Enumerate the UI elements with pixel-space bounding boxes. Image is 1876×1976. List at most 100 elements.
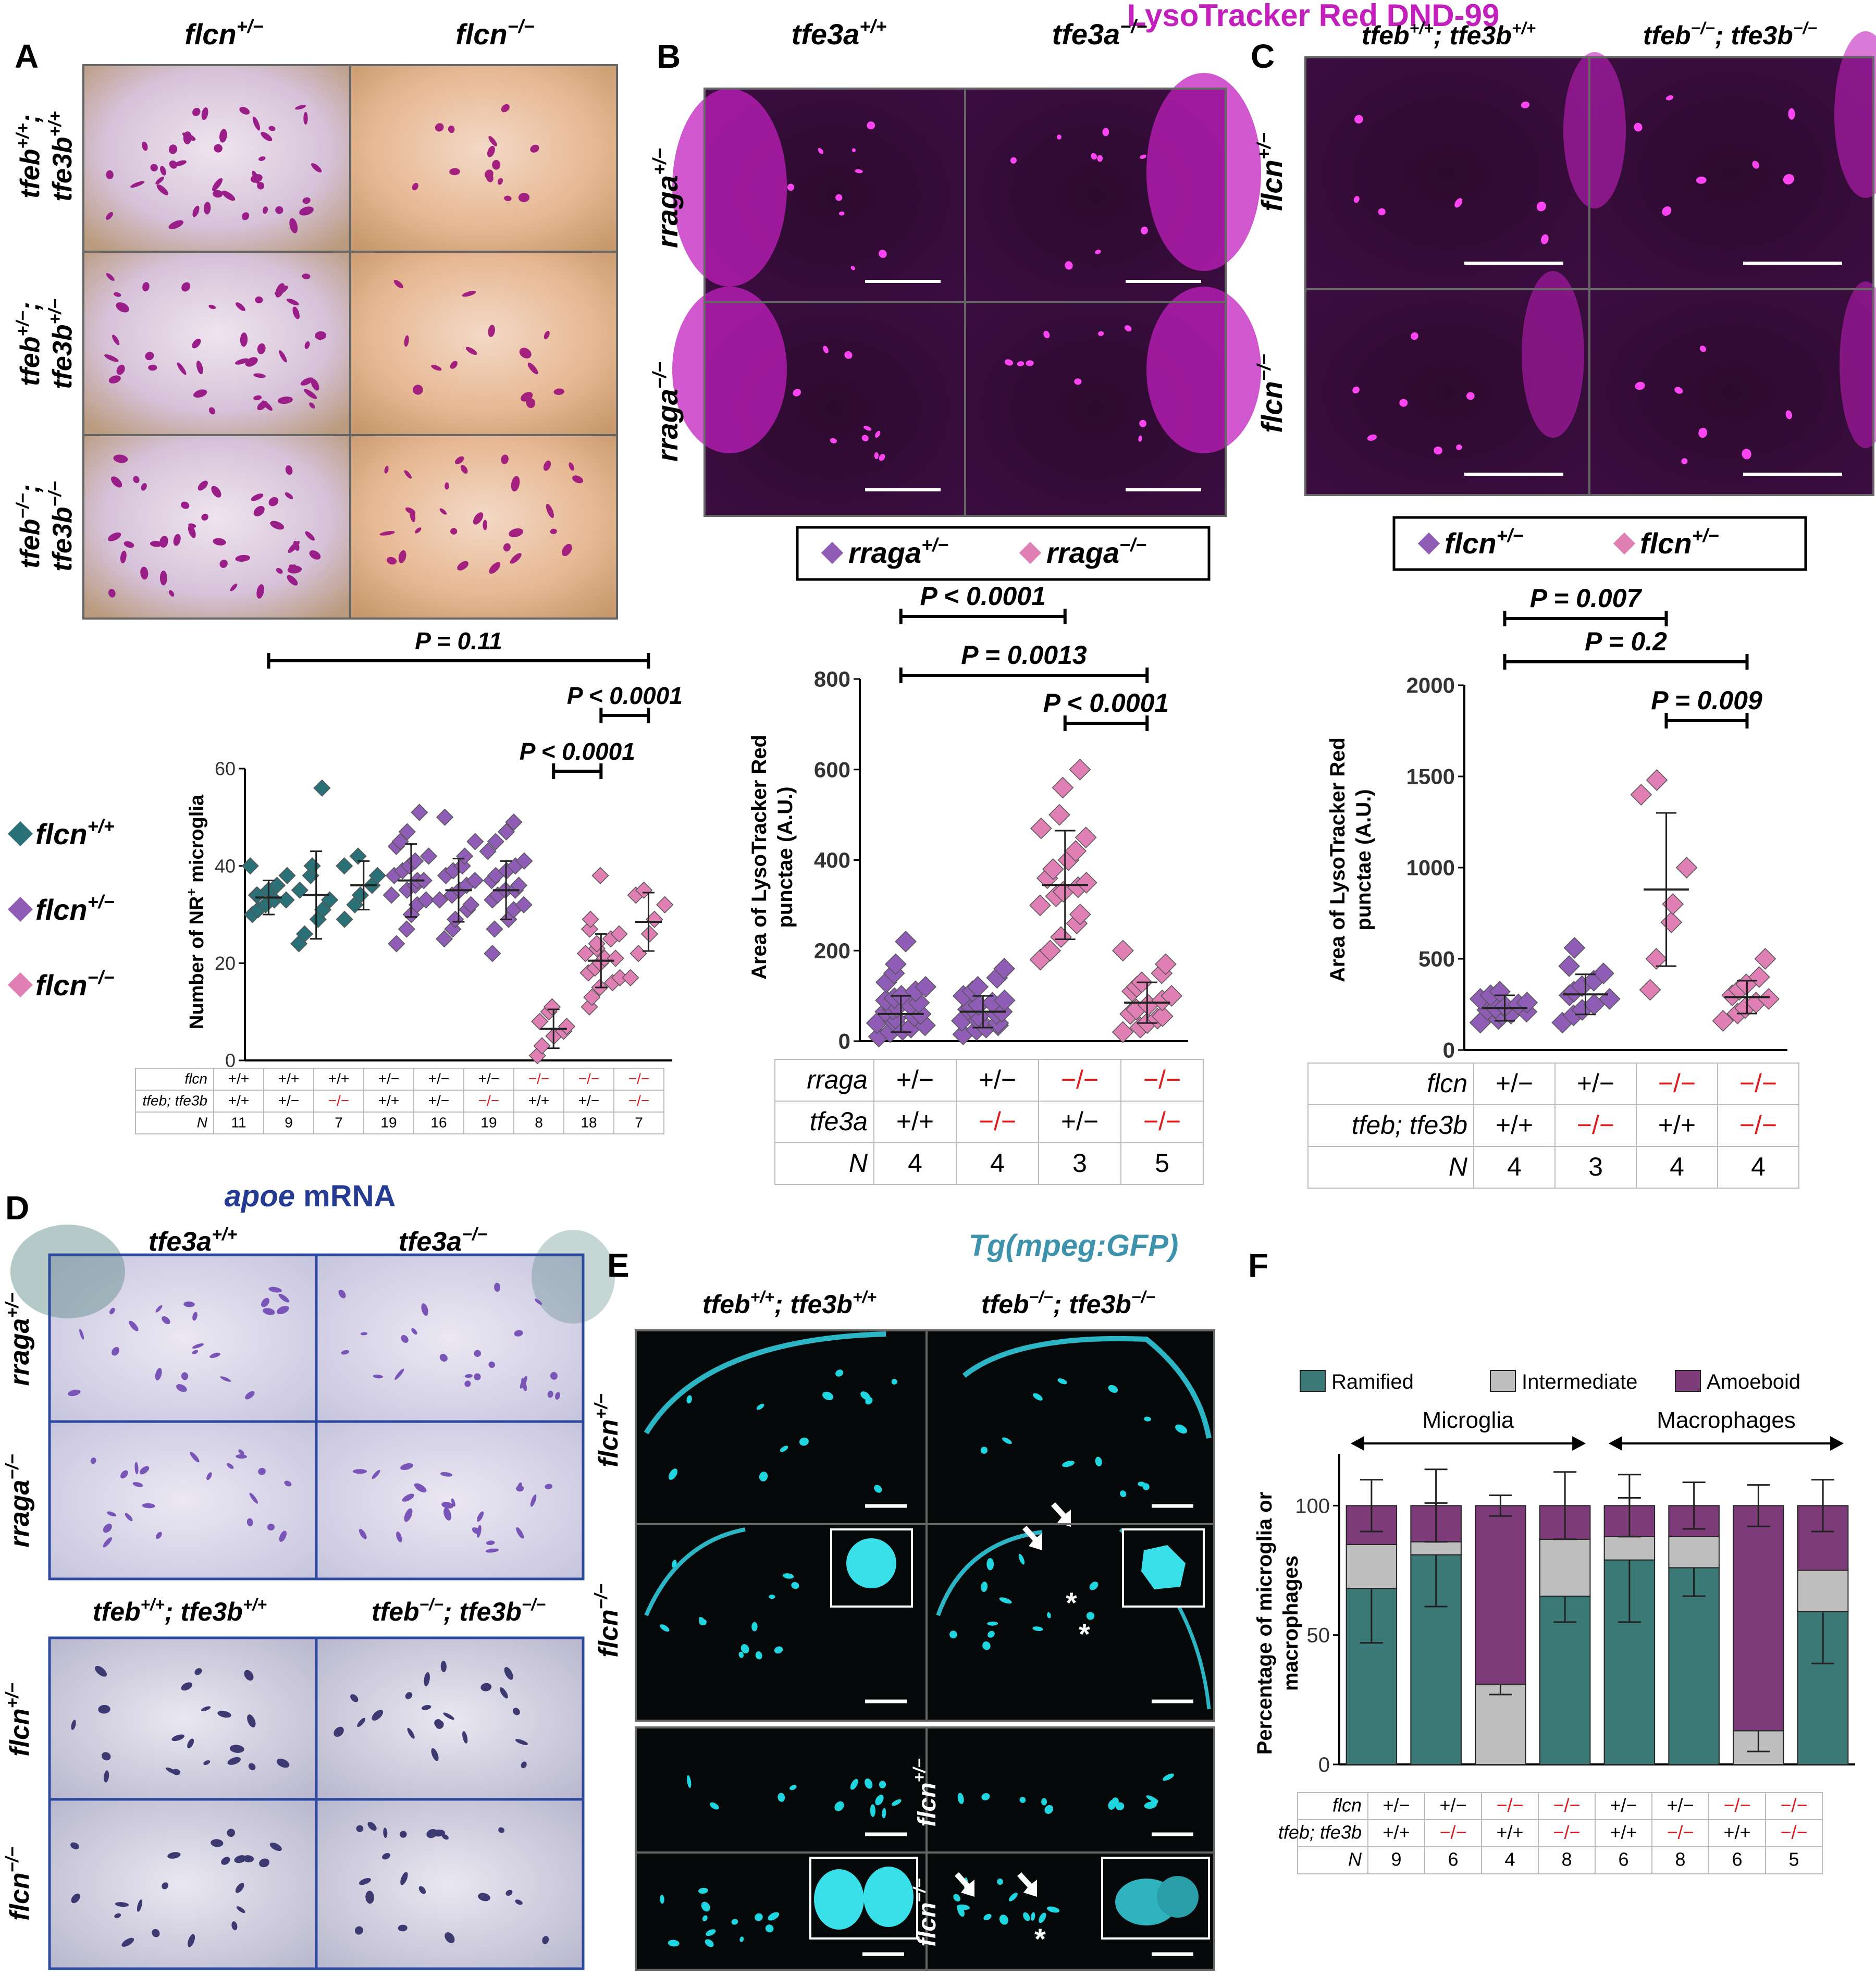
y-tick-label: 0 bbox=[1318, 1753, 1330, 1776]
b-legend-marker-2 bbox=[1019, 541, 1042, 564]
b-legend-label-2: rraga−/− bbox=[1046, 534, 1146, 569]
cell-mark bbox=[106, 273, 115, 281]
cell-mark bbox=[413, 385, 423, 395]
c-scatter-chart: 0 500 1000 1500 2000 P = 0.007 P = 0.2 P = 0.00… bbox=[1406, 584, 1787, 1063]
cell-mark bbox=[257, 182, 265, 190]
cell-mark bbox=[238, 1449, 244, 1455]
cell-mark bbox=[241, 212, 250, 220]
cell-mark bbox=[372, 1710, 384, 1721]
data-point bbox=[531, 1012, 549, 1030]
cell-mark bbox=[1065, 261, 1073, 270]
table-cell: 16 bbox=[430, 1114, 447, 1130]
cell-mark bbox=[252, 116, 260, 131]
y-tick-label: 2000 bbox=[1406, 673, 1455, 698]
e-arrow-icon bbox=[1051, 1502, 1071, 1527]
cell-mark bbox=[1008, 1893, 1018, 1901]
table-cell: +/+ bbox=[378, 1092, 399, 1108]
p-value-label: P = 0.2 bbox=[1585, 627, 1667, 656]
cell-mark bbox=[198, 480, 208, 491]
cell-mark bbox=[187, 1738, 194, 1748]
cell-mark bbox=[152, 1929, 160, 1937]
cell-mark bbox=[465, 347, 477, 355]
cell-mark bbox=[441, 1502, 454, 1509]
cell-mark bbox=[145, 352, 154, 361]
cell-mark bbox=[353, 1469, 367, 1474]
f-genotype-table: flcn +/− +/− −/− −/− +/− +/− −/− −/− tfeb; tfe3b +… bbox=[1278, 1792, 1823, 1874]
cell-mark bbox=[516, 1527, 524, 1539]
cell-mark bbox=[1752, 160, 1759, 169]
cell-mark bbox=[731, 1919, 738, 1925]
cell-mark bbox=[204, 202, 211, 215]
e-arrow-icon bbox=[1017, 1872, 1037, 1897]
cell-mark bbox=[304, 389, 317, 399]
cell-mark bbox=[740, 1644, 749, 1654]
panel-letter-a: A bbox=[15, 38, 39, 75]
cell-mark bbox=[268, 126, 276, 131]
cell-mark bbox=[486, 1540, 495, 1546]
cell-mark bbox=[192, 107, 201, 116]
group-label: Macrophages bbox=[1657, 1407, 1796, 1433]
b-row-header-1: rraga+/− bbox=[649, 148, 684, 248]
table-cell: 8 bbox=[1675, 1848, 1685, 1870]
cell-mark bbox=[515, 1739, 528, 1745]
b-y-axis-label: Area of LysoTracker Red punctae (A.U.) bbox=[748, 735, 797, 980]
cell-mark bbox=[134, 1462, 139, 1475]
cell-mark bbox=[516, 1485, 524, 1492]
cell-mark bbox=[789, 1785, 797, 1790]
table-cell: 4 bbox=[990, 1148, 1005, 1178]
table-row bbox=[135, 1112, 664, 1134]
cell-mark bbox=[236, 1454, 247, 1459]
cell-mark bbox=[1098, 331, 1104, 336]
cell-mark bbox=[672, 1560, 677, 1568]
svg-text:tfeb−/−;: tfeb−/−; bbox=[13, 484, 45, 569]
data-point bbox=[1161, 985, 1183, 1007]
cell-mark bbox=[1002, 1437, 1012, 1444]
data-point bbox=[1030, 817, 1052, 839]
cell-mark bbox=[891, 1378, 897, 1385]
data-point bbox=[1630, 784, 1652, 806]
cell-mark bbox=[104, 354, 119, 362]
data-point bbox=[884, 953, 907, 975]
cell-mark bbox=[234, 1855, 247, 1863]
d-top-image-r1c1 bbox=[50, 1255, 316, 1422]
cell-mark bbox=[258, 1467, 266, 1475]
cell-mark bbox=[787, 183, 795, 191]
table-cell: −/− bbox=[1496, 1794, 1523, 1816]
bar-segment-intermediate bbox=[1797, 1570, 1849, 1612]
table-cell: +/− bbox=[278, 1092, 299, 1108]
data-point bbox=[505, 813, 523, 831]
cell-mark bbox=[1378, 208, 1386, 216]
cell-mark bbox=[235, 302, 245, 311]
cell-mark bbox=[520, 1376, 528, 1389]
table-cell: −/− bbox=[1658, 1069, 1696, 1098]
cell-mark bbox=[464, 1380, 471, 1387]
p-value-label: P = 0.11 bbox=[415, 627, 502, 654]
cell-mark bbox=[777, 1793, 785, 1802]
svg-text:tfe3b+/−: tfe3b+/− bbox=[45, 299, 78, 389]
bar-segment-intermediate bbox=[1668, 1536, 1720, 1569]
data-point bbox=[1151, 1005, 1174, 1028]
cell-mark bbox=[115, 1902, 129, 1907]
table-cell: 5 bbox=[1155, 1148, 1169, 1178]
table-cell: 18 bbox=[581, 1114, 597, 1130]
cell-mark bbox=[142, 282, 150, 292]
cell-mark bbox=[418, 1886, 426, 1894]
cell-mark bbox=[354, 1926, 363, 1935]
cell-mark bbox=[263, 1308, 275, 1315]
table-cell: +/+ bbox=[528, 1092, 549, 1108]
cell-mark bbox=[751, 1622, 758, 1632]
cell-mark bbox=[132, 1482, 143, 1487]
c-legend: flcn+/− flcn+/− bbox=[1392, 516, 1807, 571]
cell-mark bbox=[861, 435, 869, 442]
cell-mark bbox=[156, 1532, 162, 1539]
cell-mark bbox=[221, 1857, 230, 1865]
cell-mark bbox=[107, 1511, 117, 1517]
cell-mark bbox=[1089, 1582, 1099, 1590]
cell-mark bbox=[660, 1895, 664, 1904]
cell-mark bbox=[835, 1369, 844, 1377]
cell-mark bbox=[251, 493, 264, 501]
cell-mark bbox=[334, 1726, 344, 1737]
a-col-header-2: flcn−/− bbox=[455, 16, 535, 51]
cell-mark bbox=[521, 1761, 527, 1769]
cell-mark bbox=[201, 1706, 211, 1712]
